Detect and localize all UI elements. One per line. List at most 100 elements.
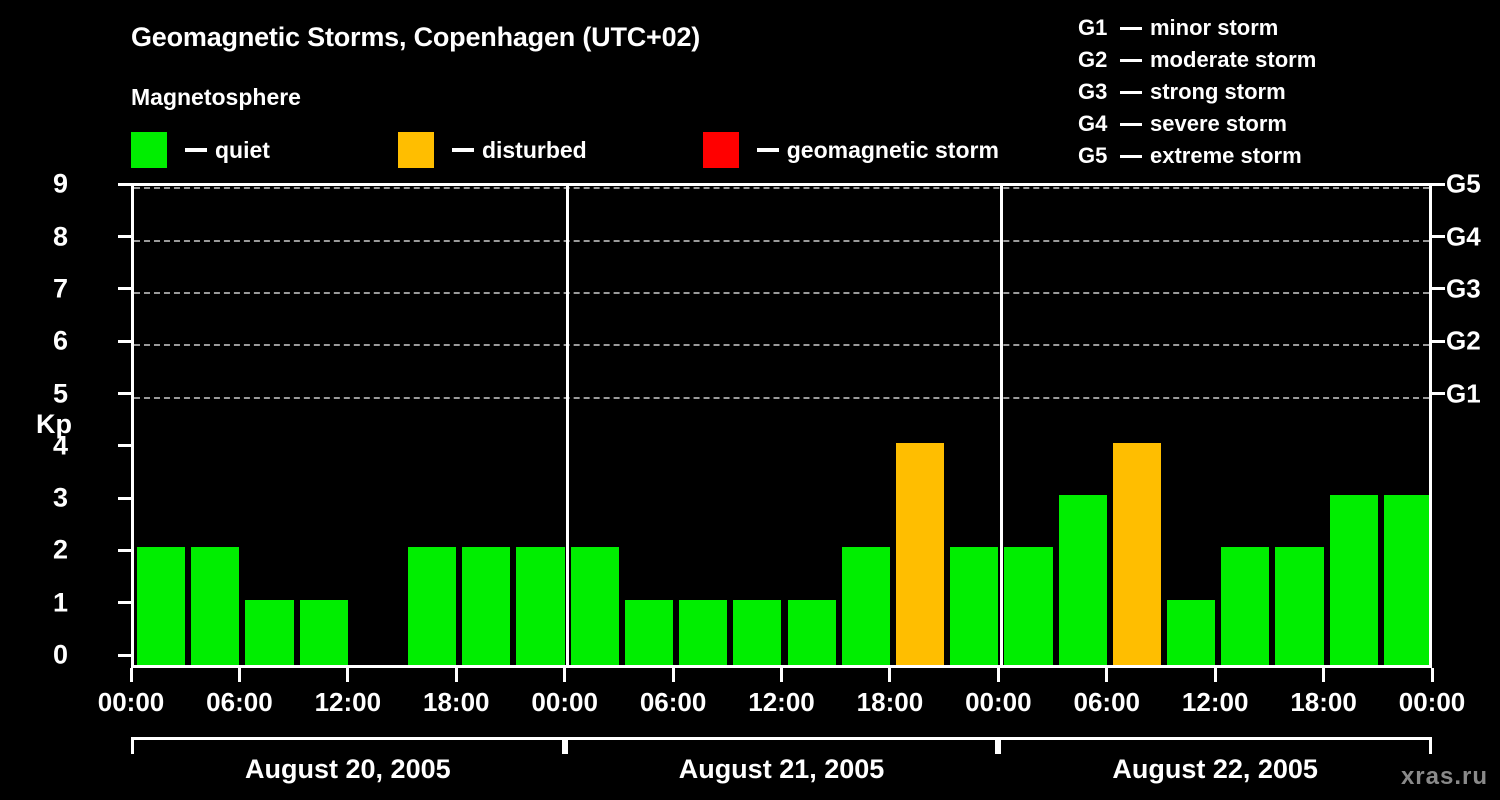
color-key-legend: quiet disturbed geomagnetic storm	[131, 132, 999, 168]
x-axis-tick-label-7: 18:00	[856, 687, 924, 717]
day-bracket-1	[564, 737, 999, 754]
g-axis-tick-g2	[1432, 339, 1445, 343]
key-dash-icon	[756, 148, 779, 152]
y-axis-tick-2	[118, 548, 131, 552]
bar-10[interactable]	[679, 599, 728, 665]
y-axis-tick-8	[118, 235, 131, 239]
g-legend-dash-icon	[1120, 26, 1142, 30]
bar-13[interactable]	[841, 547, 890, 665]
bar-22[interactable]	[1329, 495, 1378, 665]
g-axis-label-g2: G2	[1446, 325, 1481, 356]
color-key-item-quiet: quiet	[131, 132, 270, 168]
g-axis-label-g1: G1	[1446, 378, 1481, 408]
day-bracket-0	[131, 737, 565, 754]
x-axis-tick-label-2: 12:00	[314, 687, 382, 717]
y-axis-tick-label-2: 2	[52, 534, 68, 565]
bar-1[interactable]	[191, 547, 240, 665]
x-axis-tick-label-11: 18:00	[1290, 687, 1357, 717]
y-axis-title: Kp	[36, 409, 72, 439]
y-axis-tick-7	[118, 287, 131, 291]
x-axis-tick-label-8: 00:00	[965, 687, 1032, 717]
y-axis-tick-label-0: 0	[52, 639, 68, 670]
x-axis-tick-2	[346, 668, 350, 682]
gridline-kp-8	[134, 239, 1429, 242]
y-axis-tick-6	[118, 339, 131, 343]
bar-15[interactable]	[950, 547, 999, 665]
day-label-2: August 22, 2005	[1112, 754, 1318, 784]
bar-16[interactable]	[1004, 547, 1053, 665]
bar-21[interactable]	[1275, 547, 1324, 665]
bar-11[interactable]	[733, 599, 782, 665]
y-axis-tick-5	[118, 392, 131, 395]
geomagnetic-storm-swatch-icon	[702, 132, 739, 168]
y-axis-tick-label-5: 5	[52, 378, 68, 408]
x-axis-tick-label-4: 00:00	[531, 687, 598, 717]
x-axis-tick-0	[129, 668, 133, 682]
x-axis-tick-8	[996, 668, 1000, 682]
g-legend-code: G2	[1078, 47, 1108, 72]
bar-14[interactable]	[895, 442, 945, 665]
g-legend-dash-icon	[1120, 58, 1142, 62]
g-legend-description: extreme storm	[1150, 143, 1302, 168]
bar-23[interactable]	[1383, 495, 1429, 665]
g-legend-description: moderate storm	[1150, 47, 1317, 72]
x-axis-tick-12	[1430, 668, 1434, 682]
g-legend-row-g3: G3 strong storm	[1078, 76, 1498, 108]
gridline-kp-5	[134, 396, 1429, 399]
x-axis-tick-label-3: 18:00	[423, 687, 490, 717]
g-axis-tick-g5	[1432, 182, 1445, 186]
page-title: Geomagnetic Storms, Copenhagen (UTC+02)	[131, 22, 701, 52]
x-axis-tick-6	[780, 668, 783, 682]
x-axis-tick-7	[888, 668, 892, 682]
bar-3[interactable]	[299, 599, 348, 665]
y-axis-tick-label-8: 8	[52, 221, 68, 252]
y-axis-tick-4	[118, 444, 131, 448]
y-axis-tick-label-7: 7	[52, 273, 68, 304]
x-axis-tick-label-9: 06:00	[1073, 687, 1141, 717]
bar-17[interactable]	[1058, 495, 1107, 665]
g-axis-tick-g1	[1432, 392, 1445, 395]
color-key-label: quiet	[215, 136, 270, 163]
day-separator-2	[999, 186, 1003, 665]
bar-12[interactable]	[787, 599, 836, 665]
x-axis-tick-label-0: 00:00	[97, 687, 165, 717]
x-axis-tick-label-6: 12:00	[748, 687, 815, 717]
bar-19[interactable]	[1166, 599, 1216, 665]
gridline-kp-9	[134, 187, 1429, 190]
bar-8[interactable]	[570, 547, 619, 665]
g-legend-dash-icon	[1120, 90, 1142, 94]
key-dash-icon	[185, 148, 207, 152]
y-axis-tick-9	[118, 182, 131, 186]
bar-5[interactable]	[408, 547, 457, 665]
bar-0[interactable]	[137, 547, 186, 665]
x-axis-tick-10	[1213, 668, 1217, 682]
g-legend-dash-icon	[1120, 122, 1142, 126]
g-legend-code: G4	[1078, 111, 1108, 136]
g-legend-row-g4: G4 severe storm	[1078, 108, 1498, 140]
g-legend-dash-icon	[1120, 154, 1142, 158]
quiet-swatch-icon	[131, 132, 167, 168]
g-legend-code: G5	[1078, 143, 1108, 168]
color-key-item-disturbed: disturbed	[397, 132, 587, 168]
g-legend-code: G3	[1078, 79, 1108, 104]
disturbed-swatch-icon	[397, 132, 434, 168]
color-key-label: geomagnetic storm	[786, 136, 999, 163]
y-axis-tick-label-3: 3	[52, 482, 68, 513]
bar-6[interactable]	[462, 547, 511, 665]
bar-20[interactable]	[1221, 547, 1270, 665]
bar-2[interactable]	[245, 599, 294, 665]
x-axis-tick-label-5: 06:00	[639, 687, 707, 717]
g-legend-description: minor storm	[1150, 15, 1279, 40]
gridline-kp-7	[134, 291, 1429, 294]
bar-9[interactable]	[624, 599, 674, 665]
bar-18[interactable]	[1112, 442, 1161, 665]
key-dash-icon	[451, 148, 474, 152]
bar-7[interactable]	[516, 547, 565, 665]
day-separator-1	[566, 186, 570, 665]
y-axis-tick-label-9: 9	[52, 168, 68, 199]
y-axis-tick-3	[118, 496, 131, 500]
watermark: xras.ru	[1400, 763, 1488, 790]
g-legend-row-g5: G5 extreme storm	[1078, 140, 1498, 172]
y-axis-tick-label-4: 4	[52, 430, 68, 461]
